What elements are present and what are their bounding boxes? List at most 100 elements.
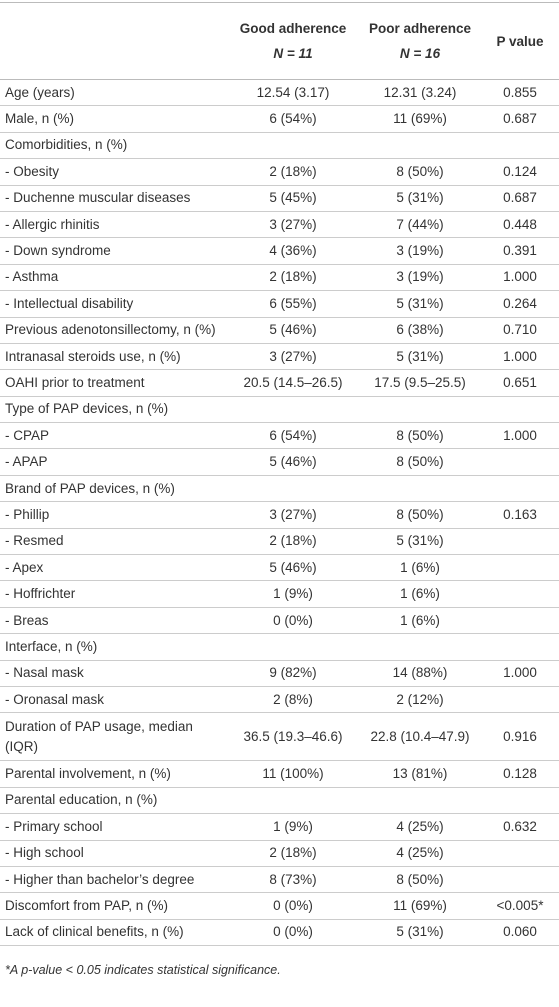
cell: 5 (46%) bbox=[227, 448, 359, 476]
cell bbox=[481, 554, 559, 582]
table-row: - Obesity 2 (18%) 8 (50%) 0.124 bbox=[0, 158, 559, 186]
cell bbox=[481, 528, 559, 556]
cell-text: Type of PAP devices, n (%) bbox=[5, 401, 169, 417]
cell: 1.000 bbox=[481, 264, 559, 292]
cell-text: 0.651 bbox=[503, 374, 537, 390]
table-row: Duration of PAP usage, median (IQR) 36.5 … bbox=[0, 712, 559, 762]
cell-text: - Hoffrichter bbox=[5, 586, 76, 602]
cell bbox=[481, 787, 559, 815]
cell-text: 6 (54%) bbox=[269, 427, 317, 443]
cell-text: 1 (9%) bbox=[273, 586, 313, 602]
cell bbox=[359, 396, 481, 424]
header-title: Poor adherence bbox=[368, 21, 472, 36]
cell bbox=[481, 633, 559, 661]
cell: 2 (18%) bbox=[227, 528, 359, 556]
cell: 4 (36%) bbox=[227, 237, 359, 265]
cell-text: 0.448 bbox=[503, 216, 537, 232]
cell bbox=[481, 475, 559, 503]
cell-text: - Obesity bbox=[5, 163, 60, 179]
row-label: OAHI prior to treatment bbox=[0, 369, 227, 397]
cell-text: - Asthma bbox=[5, 269, 59, 285]
cell: 6 (54%) bbox=[227, 105, 359, 133]
cell: 5 (46%) bbox=[227, 317, 359, 344]
row-label: - Resmed bbox=[0, 528, 227, 556]
table-row: - Asthma 2 (18%) 3 (19%) 1.000 bbox=[0, 264, 559, 292]
cell-text: 22.8 (10.4–47.9) bbox=[370, 728, 470, 744]
cell-text: 1 (9%) bbox=[273, 818, 313, 834]
cell bbox=[359, 787, 481, 815]
row-label: Intranasal steroids use, n (%) bbox=[0, 343, 227, 371]
cell: 3 (27%) bbox=[227, 343, 359, 371]
cell bbox=[481, 607, 559, 635]
cell-text: 0.855 bbox=[503, 84, 537, 100]
cell: 2 (8%) bbox=[227, 686, 359, 714]
cell-text: 4 (25%) bbox=[396, 818, 444, 834]
cell bbox=[227, 132, 359, 160]
table-row: OAHI prior to treatment 20.5 (14.5–26.5) 1… bbox=[0, 369, 559, 397]
cell: 1 (9%) bbox=[227, 580, 359, 608]
cell-text: 6 (55%) bbox=[269, 295, 317, 311]
cell-text: Previous adenotonsillectomy, n (%) bbox=[5, 322, 216, 338]
cell-text: 1.000 bbox=[503, 665, 537, 681]
cell: 11 (69%) bbox=[359, 892, 481, 920]
cell-text: Interface, n (%) bbox=[5, 638, 98, 654]
cell-text: 3 (27%) bbox=[269, 348, 317, 364]
row-label: Previous adenotonsillectomy, n (%) bbox=[0, 317, 227, 344]
cell bbox=[481, 686, 559, 714]
table-row: Male, n (%) 6 (54%) 11 (69%) 0.687 bbox=[0, 105, 559, 133]
row-label: Age (years) bbox=[0, 79, 227, 107]
header-cell: P value bbox=[481, 2, 559, 80]
cell-text: <0.005* bbox=[496, 898, 544, 914]
cell: 8 (50%) bbox=[359, 158, 481, 186]
cell: 3 (27%) bbox=[227, 501, 359, 529]
cell-text: 1.000 bbox=[503, 427, 537, 443]
header-cell: Poor adherence N = 16 bbox=[359, 2, 481, 80]
cell-text: - Oronasal mask bbox=[5, 691, 105, 707]
cell bbox=[359, 475, 481, 503]
cell-text: 3 (19%) bbox=[396, 243, 444, 259]
cell: 2 (18%) bbox=[227, 264, 359, 292]
cell: 9 (82%) bbox=[227, 660, 359, 687]
cell-text: 2 (18%) bbox=[269, 533, 317, 549]
cell-text: 7 (44%) bbox=[396, 216, 444, 232]
table-row: Interface, n (%) bbox=[0, 633, 559, 661]
row-label: - Primary school bbox=[0, 813, 227, 841]
cell-text: 1 (6%) bbox=[400, 612, 440, 628]
cell-text: - High school bbox=[5, 845, 84, 861]
cell-text: 9 (82%) bbox=[269, 665, 317, 681]
cell-text: 0.710 bbox=[503, 322, 537, 338]
cell-text: - Nasal mask bbox=[5, 665, 84, 681]
row-label: - Hoffrichter bbox=[0, 580, 227, 608]
cell-text: 3 (27%) bbox=[269, 506, 317, 522]
cell: 22.8 (10.4–47.9) bbox=[359, 712, 481, 762]
row-label: - Obesity bbox=[0, 158, 227, 186]
table-row: - Intellectual disability 6 (55%) 5 (31%) 0… bbox=[0, 290, 559, 318]
cell: 0.124 bbox=[481, 158, 559, 186]
cell-text: 2 (8%) bbox=[273, 691, 313, 707]
row-label: - Oronasal mask bbox=[0, 686, 227, 714]
cell-text: 2 (18%) bbox=[269, 845, 317, 861]
cell: 11 (69%) bbox=[359, 105, 481, 133]
cell-text: 8 (50%) bbox=[396, 506, 444, 522]
cell-text: - Down syndrome bbox=[5, 243, 111, 259]
cell bbox=[481, 840, 559, 867]
cell-text: 6 (54%) bbox=[269, 111, 317, 127]
table-row: Type of PAP devices, n (%) bbox=[0, 396, 559, 424]
cell bbox=[227, 787, 359, 815]
cell bbox=[481, 866, 559, 894]
cell-text: 4 (36%) bbox=[269, 243, 317, 259]
cell-text: 0.687 bbox=[503, 190, 537, 206]
cell: 1 (6%) bbox=[359, 607, 481, 635]
cell bbox=[481, 448, 559, 476]
cell bbox=[359, 132, 481, 160]
cell-text: - Primary school bbox=[5, 818, 103, 834]
cell: 7 (44%) bbox=[359, 211, 481, 239]
header-n: N = 16 bbox=[399, 46, 441, 61]
table-row: - Down syndrome 4 (36%) 3 (19%) 0.391 bbox=[0, 237, 559, 265]
cell-text: Male, n (%) bbox=[5, 111, 75, 127]
row-label: Lack of clinical benefits, n (%) bbox=[0, 919, 227, 947]
table-row: - Phillip 3 (27%) 8 (50%) 0.163 bbox=[0, 501, 559, 529]
cell-text: 20.5 (14.5–26.5) bbox=[243, 374, 343, 390]
cell bbox=[481, 396, 559, 424]
row-label: Male, n (%) bbox=[0, 105, 227, 133]
